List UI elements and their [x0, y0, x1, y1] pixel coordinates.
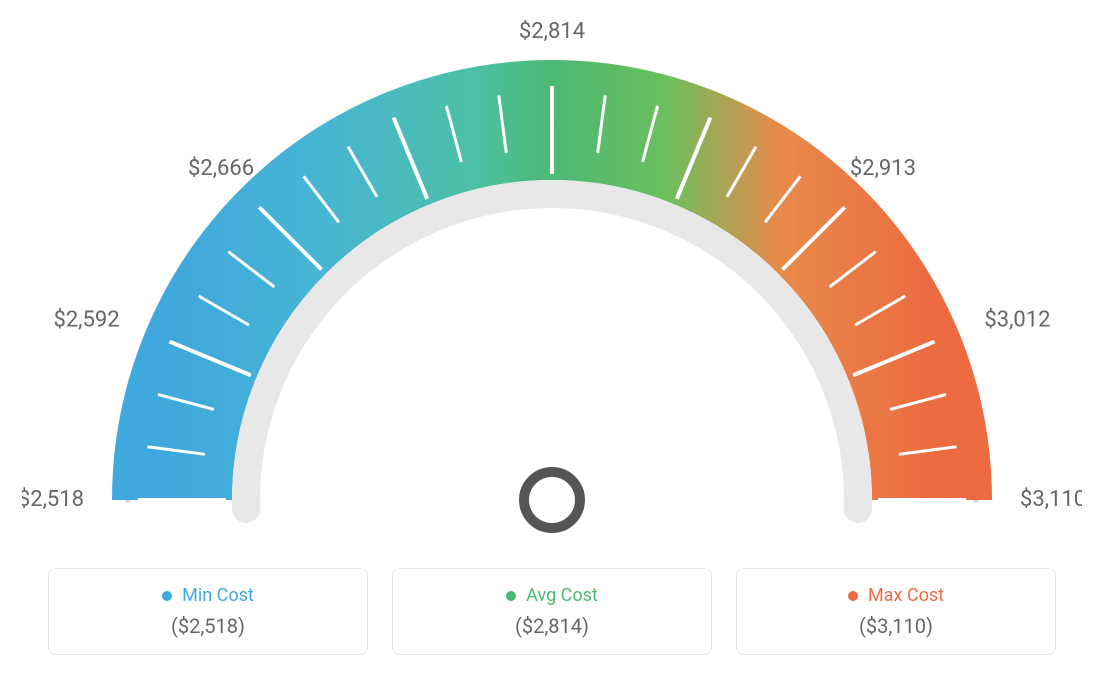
gauge-tick-label: $2,518: [22, 487, 84, 512]
gauge-tick-label: $2,666: [188, 156, 254, 181]
min-cost-label: Min Cost: [182, 585, 254, 606]
max-cost-card: Max Cost ($3,110): [736, 568, 1056, 655]
gauge-svg: $2,518 $2,592 $2,666 $2,814 $2,913 $3,012 $3,1…: [22, 20, 1082, 560]
summary-cards: Min Cost ($2,518) Avg Cost ($2,814) Max …: [48, 568, 1056, 655]
avg-dot-icon: [506, 591, 516, 601]
gauge-tick-label: $2,592: [53, 308, 119, 333]
gauge-tick-label: $3,012: [984, 308, 1050, 333]
max-cost-value: ($3,110): [757, 614, 1035, 638]
min-cost-title: Min Cost: [69, 585, 347, 606]
max-cost-title: Max Cost: [757, 585, 1035, 606]
gauge-tick-label: $2,814: [519, 20, 585, 44]
min-cost-value: ($2,518): [69, 614, 347, 638]
min-dot-icon: [162, 591, 172, 601]
avg-cost-title: Avg Cost: [413, 585, 691, 606]
gauge-chart: $2,518 $2,592 $2,666 $2,814 $2,913 $3,012 $3,1…: [22, 20, 1082, 560]
gauge-tick-label: $2,913: [850, 156, 916, 181]
min-cost-card: Min Cost ($2,518): [48, 568, 368, 655]
gauge-chart-container: $2,518 $2,592 $2,666 $2,814 $2,913 $3,012 $3,1…: [0, 0, 1104, 690]
max-dot-icon: [848, 591, 858, 601]
avg-cost-card: Avg Cost ($2,814): [392, 568, 712, 655]
gauge-tick-label: $3,110: [1020, 487, 1082, 512]
avg-cost-label: Avg Cost: [526, 585, 598, 606]
max-cost-label: Max Cost: [868, 585, 944, 606]
avg-cost-value: ($2,814): [413, 614, 691, 638]
